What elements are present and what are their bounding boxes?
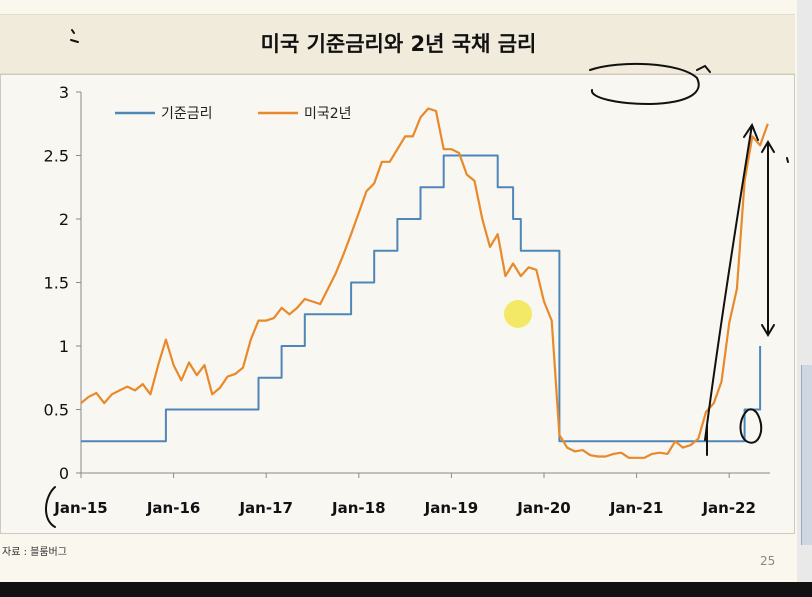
annotation-loop-top-right (589, 62, 711, 106)
legend-label-fed-rate: 기준금리 (161, 106, 213, 122)
y-tick-label: 1 (59, 337, 69, 356)
series-line-treasury-2y (80, 107, 769, 459)
x-tick-label: Jan-19 (424, 499, 478, 517)
x-tick-label: Jan-22 (701, 499, 755, 517)
handwritten-annotations (45, 29, 789, 528)
legend: 기준금리 미국2년 (115, 106, 352, 122)
annotation-double-arrow (761, 140, 775, 337)
x-tick-label: Jan-21 (609, 499, 663, 517)
x-tick-label: Jan-17 (238, 499, 292, 517)
chart-title: 미국 기준금리와 2년 국채 금리 (260, 32, 537, 56)
x-tick-label: Jan-16 (146, 499, 200, 517)
x-ticks: Jan-15 Jan-16 Jan-17 Jan-18 Jan-19 Jan-20 Jan-… (53, 473, 756, 517)
bottom-bar (0, 582, 812, 597)
y-tick-label: 0 (59, 464, 69, 483)
annotation-dot-right (786, 157, 789, 163)
series-line-fed-rate (81, 154, 762, 443)
y-tick-label: 2 (59, 210, 69, 229)
adjacent-slide-thumbnail[interactable] (801, 365, 812, 545)
y-tick-label: 0.5 (44, 401, 69, 420)
y-tick-label: 3 (59, 83, 69, 102)
annotation-arrow-rise (704, 122, 759, 441)
x-tick-label: Jan-15 (53, 499, 107, 517)
x-tick-label: Jan-18 (331, 499, 385, 517)
annotation-circle-fed-hike (739, 408, 763, 444)
title-bar (0, 14, 795, 74)
y-ticks: 0 0.5 1 1.5 2 2.5 3 (44, 83, 81, 483)
series-layer (80, 107, 769, 459)
highlight-marker (504, 300, 532, 328)
page-number: 25 (760, 554, 776, 568)
legend-label-treasury-2y: 미국2년 (304, 106, 352, 122)
y-tick-label: 2.5 (44, 147, 69, 166)
slide: 미국 기준금리와 2년 국채 금리 자료 : 블룸버그 25 (0, 0, 797, 582)
annotation-tick-top-left (70, 29, 79, 43)
x-tick-label: Jan-20 (516, 499, 570, 517)
y-tick-label: 1.5 (44, 274, 69, 293)
annotation-circle-jan15 (45, 486, 56, 528)
source-note: 자료 : 블룸버그 (2, 547, 67, 558)
